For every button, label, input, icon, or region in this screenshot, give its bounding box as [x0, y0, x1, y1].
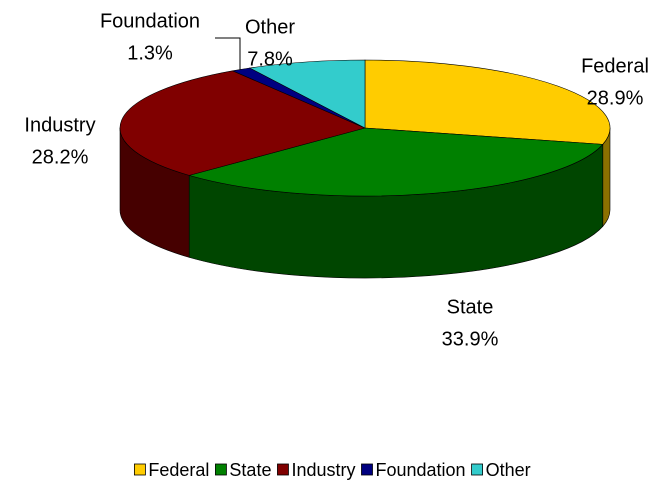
- legend-label: State: [229, 460, 271, 480]
- legend-swatch: [277, 463, 289, 476]
- legend-swatch: [361, 463, 373, 476]
- legend-label: Foundation: [375, 460, 465, 480]
- slice: [248, 59, 366, 129]
- slice-label: State: [447, 296, 494, 318]
- slice: [119, 70, 366, 176]
- slice-label: Federal: [581, 55, 649, 77]
- legend-swatch: [133, 463, 146, 476]
- slice-value-label: 1.3%: [127, 42, 173, 64]
- legend-swatch: [471, 463, 483, 476]
- slice-value-label: 7.8%: [247, 48, 293, 70]
- slice-label: Other: [245, 16, 295, 38]
- legend-label: Federal: [148, 460, 209, 480]
- legend-label: Other: [486, 460, 531, 480]
- legend: Federal State Industry Foundation Other: [133, 460, 531, 480]
- slice-value-label: 33.9%: [442, 328, 499, 350]
- slice: [188, 127, 604, 197]
- slice-value-label: 28.9%: [587, 87, 644, 109]
- slice-value-label: 28.2%: [32, 146, 89, 168]
- legend-label: Industry: [291, 460, 355, 480]
- legend-swatch: [215, 463, 227, 476]
- slice: [364, 59, 611, 145]
- slice-label: Foundation: [100, 10, 200, 32]
- leader-line: [215, 37, 241, 70]
- slice-label: Industry: [24, 114, 95, 136]
